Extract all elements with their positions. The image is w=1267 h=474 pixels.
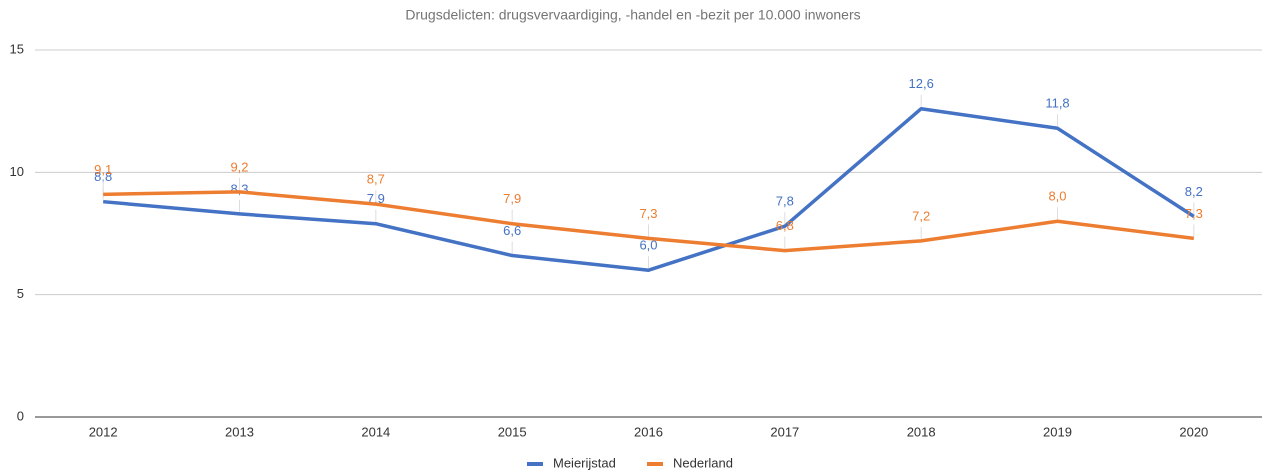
x-tick-label: 2020 xyxy=(1179,424,1208,439)
series-line xyxy=(103,106,1195,272)
data-label: 7,3 xyxy=(1185,206,1203,221)
data-label: 8,8 xyxy=(94,169,112,184)
x-tick-label: 2015 xyxy=(498,424,527,439)
y-tick-label: 10 xyxy=(10,164,24,179)
data-label: 6,8 xyxy=(776,218,794,233)
x-tick-label: 2013 xyxy=(225,424,254,439)
data-label: 7,9 xyxy=(503,191,521,206)
series-line xyxy=(103,190,1195,253)
data-label: 7,8 xyxy=(776,194,794,209)
x-tick-label: 2019 xyxy=(1043,424,1072,439)
data-label: 6,6 xyxy=(503,223,521,238)
legend-label: Nederland xyxy=(673,455,733,470)
data-label: 8,2 xyxy=(1185,184,1203,199)
x-tick-label: 2017 xyxy=(770,424,799,439)
x-tick-label: 2016 xyxy=(634,424,663,439)
data-label: 11,8 xyxy=(1045,96,1069,111)
data-label: 6,0 xyxy=(639,238,657,253)
y-tick-label: 0 xyxy=(17,408,24,423)
chart-title: Drugsdelicten: drugsvervaardiging, -hand… xyxy=(405,7,860,23)
data-label: 9,2 xyxy=(230,159,248,174)
y-tick-label: 15 xyxy=(10,41,24,56)
data-label: 8,0 xyxy=(1048,189,1066,204)
x-tick-label: 2012 xyxy=(89,424,118,439)
legend-label: Meierijstad xyxy=(553,455,616,470)
data-label: 7,2 xyxy=(912,208,930,223)
data-label: 9,1 xyxy=(94,162,112,177)
y-tick-label: 5 xyxy=(17,286,24,301)
data-label: 12,6 xyxy=(909,76,934,91)
data-label: 8,7 xyxy=(367,172,385,187)
data-label: 7,3 xyxy=(639,206,657,221)
x-tick-label: 2014 xyxy=(361,424,390,439)
x-tick-label: 2018 xyxy=(907,424,936,439)
